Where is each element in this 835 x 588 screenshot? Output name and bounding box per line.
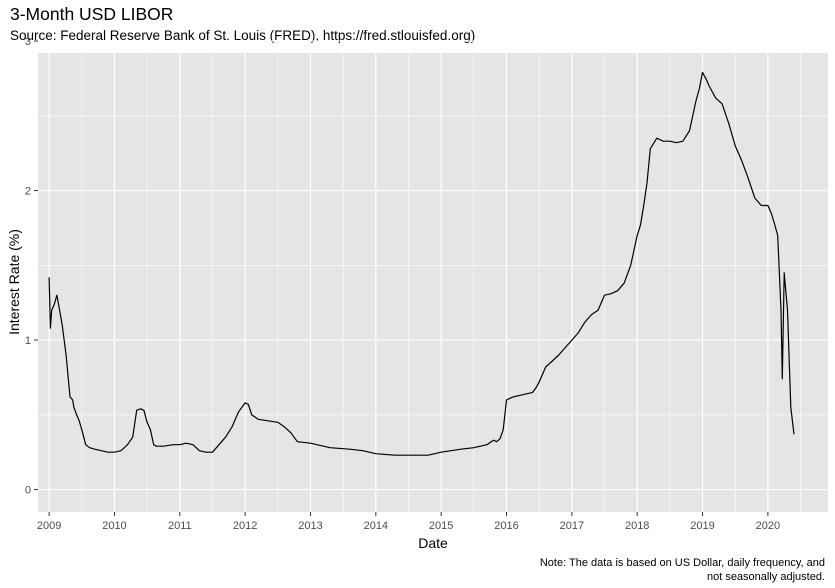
- x-tick-label: 2012: [233, 520, 257, 532]
- y-axis-title: Interest Rate (%): [6, 229, 22, 335]
- x-tick-label: 2018: [625, 520, 649, 532]
- grid-minor: [38, 53, 828, 512]
- axis-tick-labels: 2009 2010 2011 2012 2013 2014 2015 2016 2017 2018…: [25, 36, 780, 532]
- plot-panel: [38, 53, 828, 512]
- x-tick-label: 2009: [37, 520, 61, 532]
- x-tick-label: 2011: [168, 520, 192, 532]
- x-tick-label: 2015: [429, 520, 453, 532]
- x-tick-label: 2020: [756, 520, 780, 532]
- chart-subtitle: Source: Federal Reserve Bank of St. Loui…: [10, 28, 476, 43]
- y-tick-label: 1: [25, 335, 31, 347]
- y-tick-label: 2: [25, 186, 31, 198]
- axis-ticks: [34, 40, 769, 516]
- x-tick-label: 2010: [102, 520, 126, 532]
- y-tick-label: 0: [25, 485, 31, 497]
- x-tick-label: 2013: [298, 520, 322, 532]
- series-line: [48, 71, 795, 456]
- x-axis-title: Date: [418, 535, 448, 551]
- x-tick-label: 2019: [690, 520, 714, 532]
- grid-major: [38, 40, 828, 512]
- x-tick-label: 2017: [560, 520, 584, 532]
- x-tick-label: 2016: [494, 520, 518, 532]
- y-tick-label: 3: [25, 36, 31, 48]
- x-tick-label: 2014: [364, 520, 388, 532]
- chart-caption: Note: The data is based on US Dollar, da…: [539, 557, 825, 583]
- chart-title: 3-Month USD LIBOR: [10, 4, 174, 24]
